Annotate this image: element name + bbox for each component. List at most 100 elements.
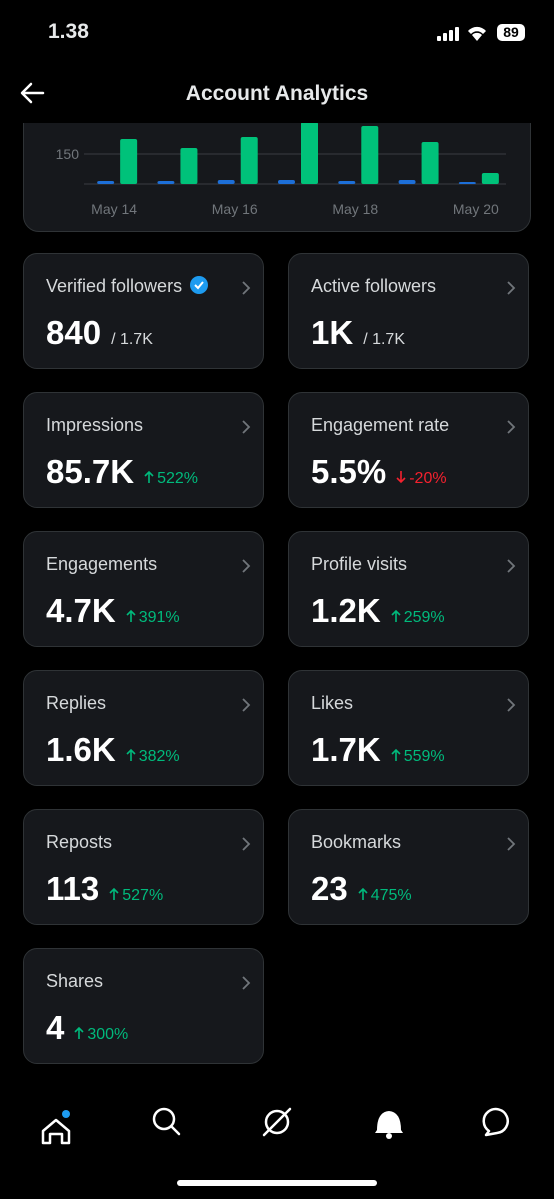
nav-notifications[interactable]	[375, 1111, 403, 1139]
header: Account Analytics	[0, 60, 554, 123]
bar	[398, 180, 416, 184]
metric-card[interactable]: Active followers 1K / 1.7K	[288, 253, 529, 369]
nav-grok[interactable]	[262, 1107, 292, 1137]
metric-card[interactable]: Engagement rate 5.5% -20%	[288, 392, 529, 508]
bar	[361, 126, 379, 184]
metric-number: 5.5%	[311, 453, 387, 490]
trend-arrow	[144, 470, 154, 483]
chevron	[507, 698, 516, 712]
bar	[240, 137, 258, 184]
metric-change: 259%	[391, 609, 445, 626]
x-tick-label: May 16	[212, 201, 258, 217]
chart: 150 May 14 May 16 May 18 May 20	[56, 122, 506, 217]
metric-value: 840 / 1.7K	[46, 314, 153, 352]
metric-change: -20%	[396, 470, 447, 487]
metric-number: 85.7K	[46, 453, 135, 490]
trend-arrow	[109, 887, 119, 900]
trend-arrow	[391, 748, 401, 761]
metric-total: / 1.7K	[363, 331, 405, 348]
metric-label: Profile visits	[311, 554, 408, 574]
metric-number: 1.2K	[311, 592, 381, 629]
trend-arrow	[74, 1026, 84, 1039]
metric-value: 5.5% -20%	[311, 453, 447, 491]
metric-value: 1K / 1.7K	[311, 314, 405, 352]
nav-home[interactable]	[41, 1110, 71, 1145]
chevron	[242, 976, 251, 990]
y-tick-label: 150	[56, 146, 80, 162]
metric-total: / 1.7K	[111, 331, 153, 348]
metric-change-text: 300%	[87, 1026, 129, 1043]
trend-arrow	[126, 609, 136, 622]
bar	[120, 139, 138, 184]
chevron	[507, 281, 516, 295]
metric-value: 113 527%	[46, 870, 163, 908]
bar	[180, 148, 198, 184]
metric-label: Engagement rate	[311, 415, 450, 435]
metric-card[interactable]: Shares 4 300%	[23, 948, 264, 1064]
metric-value: 1.2K 259%	[311, 592, 445, 630]
chevron	[242, 281, 251, 295]
nav-messages[interactable]	[482, 1107, 509, 1137]
status-time: 1.38	[48, 20, 89, 43]
metric-number: 4.7K	[46, 592, 116, 629]
bar	[421, 142, 439, 184]
metric-change: 382%	[126, 748, 180, 765]
metric-value: 23 475%	[311, 870, 412, 908]
metric-change: 559%	[391, 748, 445, 765]
metric-number: 4	[46, 1009, 65, 1046]
metric-card[interactable]: Impressions 85.7K 522%	[23, 392, 264, 508]
metric-value: 1.7K 559%	[311, 731, 445, 769]
metric-change: 300%	[74, 1026, 128, 1043]
metric-card[interactable]: Replies 1.6K 382%	[23, 670, 264, 786]
page-title: Account Analytics	[185, 82, 369, 105]
metric-label: Likes	[311, 693, 354, 713]
verified-badge	[190, 276, 209, 294]
chevron	[507, 559, 516, 573]
metric-card[interactable]: Likes 1.7K 559%	[288, 670, 529, 786]
battery: 89	[497, 24, 525, 41]
chevron	[242, 420, 251, 434]
back-button[interactable]	[20, 82, 46, 104]
metric-number: 840	[46, 314, 102, 351]
metric-value: 4 300%	[46, 1009, 128, 1047]
metric-change: 522%	[144, 470, 198, 487]
metric-label: Active followers	[311, 276, 437, 296]
chevron	[242, 559, 251, 573]
metric-change-text: 559%	[403, 748, 445, 765]
metric-card[interactable]: Verified followers 840 / 1.7K	[23, 253, 264, 369]
trend-arrow	[358, 887, 368, 900]
bar	[458, 182, 476, 184]
metric-label: Reposts	[46, 832, 113, 852]
metric-card[interactable]: Engagements 4.7K 391%	[23, 531, 264, 647]
bar	[301, 122, 318, 184]
metric-change: 527%	[109, 887, 163, 904]
metric-change-text: 522%	[157, 470, 198, 487]
x-tick-label: May 18	[332, 201, 378, 217]
metric-value: 4.7K 391%	[46, 592, 180, 630]
metric-label: Impressions	[46, 415, 144, 435]
metric-value: 1.6K 382%	[46, 731, 180, 769]
metric-label: Replies	[46, 693, 107, 713]
metric-change-text: 527%	[122, 887, 164, 904]
metric-change: 475%	[358, 887, 412, 904]
chevron	[507, 420, 516, 434]
trend-arrow	[396, 471, 406, 484]
metric-change-text: 259%	[403, 609, 445, 626]
metric-number: 1K	[311, 314, 354, 351]
nav-search[interactable]	[152, 1107, 181, 1136]
metric-card[interactable]: Bookmarks 23 475%	[288, 809, 529, 925]
metric-card[interactable]: Profile visits 1.2K 259%	[288, 531, 529, 647]
metric-change-text: 382%	[138, 748, 180, 765]
bar	[481, 173, 499, 184]
x-tick-label: May 14	[91, 201, 137, 217]
metric-card[interactable]: Reposts 113 527%	[23, 809, 264, 925]
bar	[157, 181, 175, 184]
chevron	[507, 837, 516, 851]
chevron	[242, 698, 251, 712]
bar	[278, 180, 295, 184]
bottom-nav	[41, 1107, 509, 1186]
metric-number: 113	[46, 870, 100, 907]
chevron	[242, 837, 251, 851]
metric-value: 85.7K 522%	[46, 453, 198, 491]
